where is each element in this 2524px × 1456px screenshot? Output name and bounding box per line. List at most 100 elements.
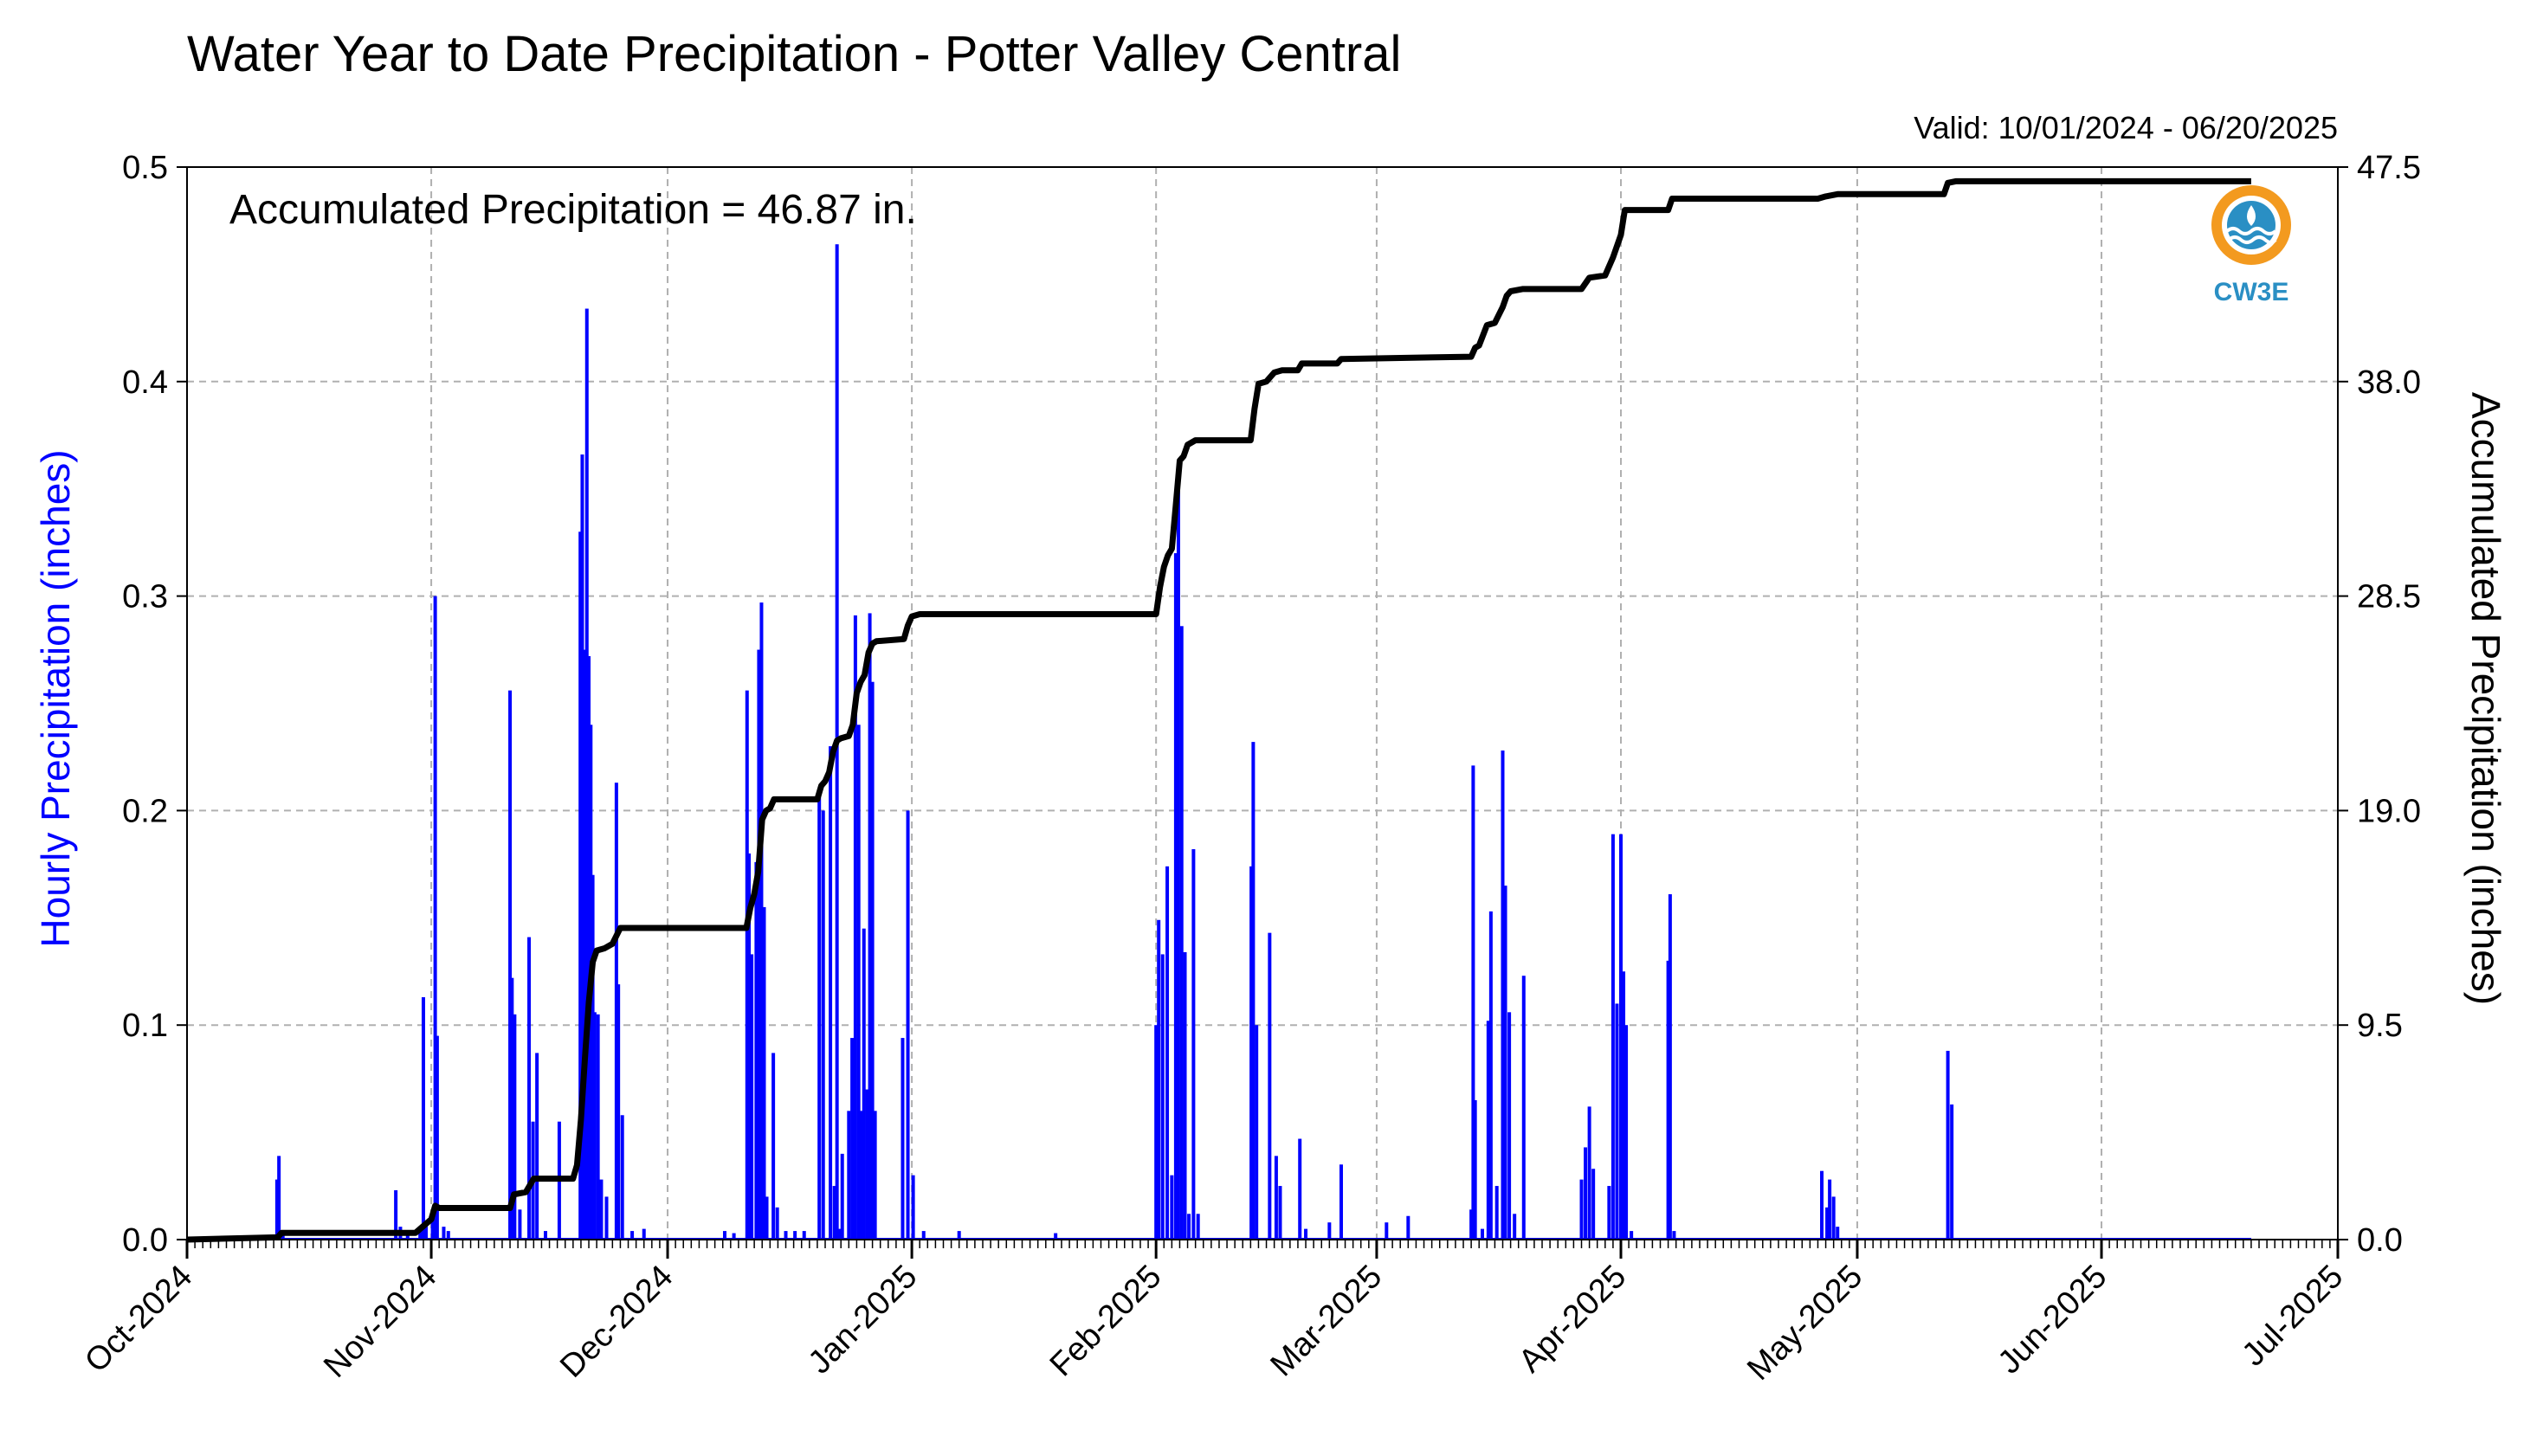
hourly-bar [1339, 1164, 1343, 1240]
hourly-bar [775, 1207, 779, 1240]
hourly-bar [630, 1231, 635, 1240]
hourly-bar [592, 1012, 597, 1240]
hourly-bar [587, 655, 591, 1240]
hourly-bar [853, 615, 857, 1240]
hourly-bar [1183, 951, 1187, 1240]
hourly-bar [513, 1014, 517, 1240]
hourly-bar [921, 1231, 926, 1240]
hourly-bar [604, 1196, 609, 1240]
hourly-bar [901, 1038, 905, 1240]
hourly-bar [394, 1190, 398, 1240]
hourly-bar [747, 853, 752, 1240]
hourly-bar [1668, 894, 1672, 1240]
hourly-bar [1607, 1186, 1611, 1240]
hourly-bar [1950, 1104, 1954, 1240]
hourly-bar [642, 1228, 646, 1240]
hourly-bar [1274, 1156, 1278, 1240]
hourly-bar [510, 977, 514, 1240]
hourly-bar [1173, 553, 1178, 1240]
valid-date-range: Valid: 10/01/2024 - 06/20/2025 [1914, 110, 2338, 145]
cw3e-logo-icon: CW3E [2211, 185, 2291, 306]
hourly-bar [1503, 886, 1507, 1240]
hourly-bar [1268, 932, 1272, 1240]
left-axis-label: Hourly Precipitation (inches) [33, 449, 78, 947]
hourly-bar [1176, 488, 1180, 1240]
right-tick-label: 19.0 [2357, 793, 2421, 829]
hourly-bar [1251, 742, 1256, 1240]
hourly-bar [277, 1156, 281, 1240]
hourly-bar [424, 1222, 428, 1240]
hourly-bar [591, 874, 595, 1240]
hourly-bar [1054, 1233, 1058, 1240]
hourly-bar [1820, 1170, 1824, 1240]
hourly-bar [599, 1179, 604, 1240]
hourly-bar [765, 1196, 769, 1240]
hourly-bar [544, 1231, 547, 1240]
hourly-bar [1165, 866, 1170, 1240]
hourly-bar [762, 906, 766, 1240]
hourly-bar [868, 613, 872, 1240]
hourly-bar [596, 1014, 600, 1240]
hourly-bar [856, 725, 861, 1240]
hourly-bar [911, 1175, 915, 1240]
hourly-bar [508, 690, 513, 1240]
hourly-bar [1507, 1012, 1512, 1240]
hourly-bar [802, 1231, 806, 1240]
hourly-bar [759, 602, 764, 1240]
hourly-bar [771, 1053, 776, 1240]
hourly-bar [1481, 1228, 1485, 1240]
grid-lines [187, 167, 2338, 1240]
hourly-bar [421, 996, 425, 1240]
hourly-bar [418, 1231, 423, 1240]
hourly-bar [1486, 1021, 1490, 1240]
accumulated-line [186, 177, 2251, 1243]
hourly-bar [750, 954, 754, 1240]
hourly-bar [1587, 1106, 1591, 1240]
hourly-bar [732, 1233, 736, 1240]
hourly-bar [829, 746, 833, 1240]
hourly-bar [274, 1179, 279, 1240]
hourly-bar [784, 1231, 788, 1240]
hourly-bar [837, 1228, 842, 1240]
hourly-bar [1831, 1196, 1836, 1240]
hourly-bar [1278, 1186, 1282, 1240]
hourly-bar [1196, 1214, 1200, 1240]
hourly-bar [1666, 960, 1670, 1240]
hourly-bar [1622, 971, 1626, 1240]
hourly-bar [832, 1186, 836, 1240]
hourly-bar [435, 1035, 439, 1240]
hourly-bar [906, 810, 910, 1240]
left-tick-label: 0.5 [122, 150, 168, 186]
plot-frame [186, 166, 2339, 1240]
hourly-bar [1187, 1214, 1191, 1240]
hourly-bar [1494, 1186, 1499, 1240]
hourly-bar [1591, 1169, 1596, 1240]
hourly-bar [1179, 626, 1184, 1240]
hourly-bar [757, 649, 761, 1240]
hourly-bar [446, 1231, 450, 1240]
hourly-bar [430, 1214, 435, 1240]
hourly-bar [1836, 1227, 1840, 1240]
hourly-bar [1584, 1147, 1588, 1240]
hourly-bar [1488, 911, 1493, 1240]
hourly-bar [1501, 751, 1505, 1240]
hourly-bar [1154, 1025, 1159, 1240]
hourly-bar [1191, 849, 1196, 1240]
hourly-bar [442, 1227, 446, 1240]
right-tick-label: 28.5 [2357, 579, 2421, 615]
right-tick-label: 38.0 [2357, 364, 2421, 401]
hourly-bar [1298, 1138, 1302, 1240]
hourly-bar [583, 649, 587, 1240]
hourly-bar [847, 1111, 851, 1240]
hourly-bar [535, 1053, 539, 1240]
hourly-bar [870, 681, 875, 1240]
left-tick-label: 0.3 [122, 579, 168, 615]
hourly-bar [1385, 1222, 1389, 1240]
hourly-bar [793, 1231, 797, 1240]
right-tick-label: 47.5 [2357, 150, 2421, 186]
hourly-bar [1630, 1231, 1634, 1240]
hourly-bar [584, 308, 589, 1240]
hourly-bar [1473, 1099, 1477, 1240]
hourly-bar [821, 810, 825, 1240]
